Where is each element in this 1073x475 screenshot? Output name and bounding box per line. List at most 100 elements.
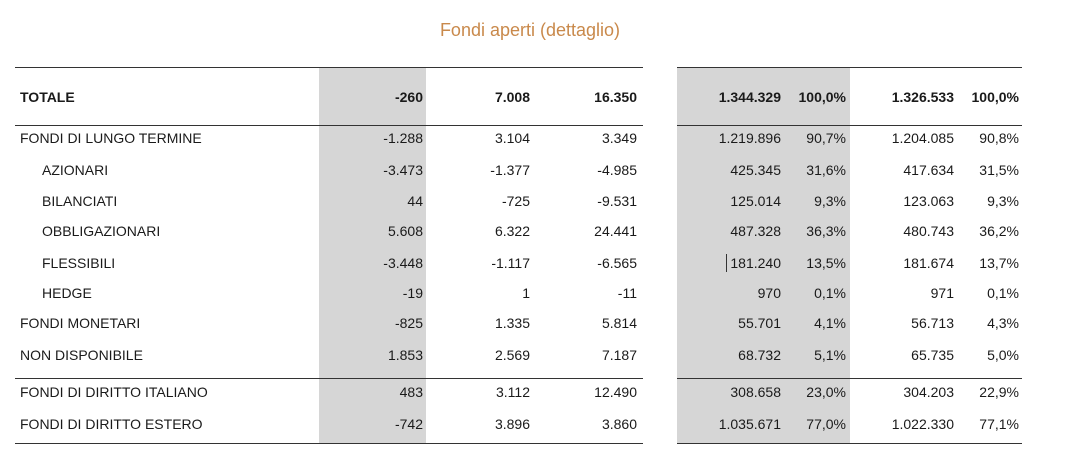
- table-cell: 1.344.329: [718, 89, 781, 105]
- table-cell: -3.448: [383, 255, 423, 271]
- text-cursor: [726, 254, 727, 272]
- table-cell: 90,8%: [979, 130, 1019, 146]
- table-cell: 68.732: [738, 347, 781, 363]
- row-label: FONDI MONETARI: [20, 315, 141, 331]
- table-cell: 3.860: [601, 416, 637, 432]
- table-cell: -4.985: [597, 162, 637, 178]
- table-cell: 12.490: [594, 384, 637, 400]
- table-cell: 100,0%: [971, 89, 1019, 105]
- table-cell: 483: [399, 384, 423, 400]
- row-label: HEDGE: [42, 285, 92, 301]
- table-cell: 13,5%: [806, 255, 846, 271]
- table-title: Fondi aperti (dettaglio): [439, 20, 621, 40]
- divider-bottom: [677, 443, 1022, 444]
- table-cell: 971: [930, 285, 954, 301]
- row-label: AZIONARI: [42, 162, 109, 178]
- table-cell: 31,5%: [979, 162, 1019, 178]
- divider-bottom: [15, 443, 643, 444]
- table-cell: 31,6%: [806, 162, 846, 178]
- table-cell: 1.219.896: [718, 130, 781, 146]
- table-cell: 3.104: [494, 130, 530, 146]
- table-cell: 5,1%: [814, 347, 846, 363]
- table-cell: 308.658: [730, 384, 781, 400]
- table-cell: -6.565: [597, 255, 637, 271]
- divider-before-domicile: [15, 378, 643, 379]
- table-cell: 123.063: [903, 193, 954, 209]
- row-label: TOTALE: [20, 89, 75, 105]
- table-cell: 5.608: [387, 223, 423, 239]
- table-cell: 480.743: [903, 223, 954, 239]
- table-cell: 3.349: [601, 130, 637, 146]
- table-cell: 181.674: [903, 255, 954, 271]
- table-cell: -725: [501, 193, 530, 209]
- table-cell: 1.204.085: [891, 130, 954, 146]
- row-label: OBBLIGAZIONARI: [42, 223, 161, 239]
- table-cell: 304.203: [903, 384, 954, 400]
- table-cell: 417.634: [903, 162, 954, 178]
- table-cell: 5.814: [601, 315, 637, 331]
- highlight-column-band: [319, 67, 426, 443]
- table-cell: -825: [394, 315, 423, 331]
- table-cell: 1.853: [387, 347, 423, 363]
- row-label: FONDI DI DIRITTO ITALIANO: [20, 384, 208, 400]
- table-cell: 16.350: [594, 89, 637, 105]
- divider-top: [677, 67, 1022, 68]
- table-cell: 6.322: [494, 223, 530, 239]
- table-cell: 2.569: [494, 347, 530, 363]
- row-label: FLESSIBILI: [42, 255, 116, 271]
- row-label: NON DISPONIBILE: [20, 347, 143, 363]
- table-cell: -3.473: [383, 162, 423, 178]
- table-cell: 24.441: [594, 223, 637, 239]
- table-cell: 4,3%: [987, 315, 1019, 331]
- row-label: FONDI DI DIRITTO ESTERO: [20, 416, 203, 432]
- table-cell: 3.896: [494, 416, 530, 432]
- table-cell: 1.022.330: [891, 416, 954, 432]
- table-cell: -9.531: [597, 193, 637, 209]
- table-cell: 425.345: [730, 162, 781, 178]
- table-cell: 36,2%: [979, 223, 1019, 239]
- table-cell: 9,3%: [814, 193, 846, 209]
- table-cell: -19: [402, 285, 423, 301]
- divider-before-domicile: [677, 378, 1022, 379]
- table-cell: 56.713: [911, 315, 954, 331]
- table-cell: 1.035.671: [718, 416, 781, 432]
- row-label: BILANCIATI: [42, 193, 118, 209]
- table-cell: 36,3%: [806, 223, 846, 239]
- table-cell: -260: [394, 89, 423, 105]
- table-cell: 90,7%: [806, 130, 846, 146]
- table-cell: 970: [757, 285, 781, 301]
- table-cell: 100,0%: [798, 89, 846, 105]
- table-cell: 0,1%: [814, 285, 846, 301]
- table-cell: 1.326.533: [891, 89, 954, 105]
- table-cell: -11: [617, 285, 637, 301]
- divider-top: [15, 67, 643, 68]
- divider-after-total: [15, 125, 643, 126]
- table-cell: 65.735: [911, 347, 954, 363]
- table-cell: 125.014: [730, 193, 781, 209]
- table-cell: -1.288: [383, 130, 423, 146]
- table-cell: 7.008: [494, 89, 530, 105]
- table-cell: 13,7%: [979, 255, 1019, 271]
- table-cell: 23,0%: [806, 384, 846, 400]
- table-cell: -742: [394, 416, 423, 432]
- table-cell: 487.328: [730, 223, 781, 239]
- table-cell: 181.240: [730, 255, 781, 271]
- table-cell: 4,1%: [814, 315, 846, 331]
- table-cell: 3.112: [496, 384, 530, 400]
- highlight-column-band: [677, 67, 850, 443]
- table-cell: 5,0%: [987, 347, 1019, 363]
- table-cell: 44: [407, 193, 423, 209]
- divider-after-total: [677, 125, 1022, 126]
- table-cell: 55.701: [738, 315, 781, 331]
- row-label: FONDI DI LUNGO TERMINE: [20, 130, 202, 146]
- table-cell: 0,1%: [987, 285, 1019, 301]
- table-cell: -1.377: [490, 162, 530, 178]
- table-cell: 22,9%: [979, 384, 1019, 400]
- table-cell: 77,0%: [806, 416, 846, 432]
- table-cell: 1: [522, 285, 530, 301]
- table-cell: 9,3%: [987, 193, 1019, 209]
- table-cell: 1.335: [494, 315, 530, 331]
- table-cell: -1.117: [491, 255, 530, 271]
- table-cell: 7.187: [601, 347, 637, 363]
- table-cell: 77,1%: [979, 416, 1019, 432]
